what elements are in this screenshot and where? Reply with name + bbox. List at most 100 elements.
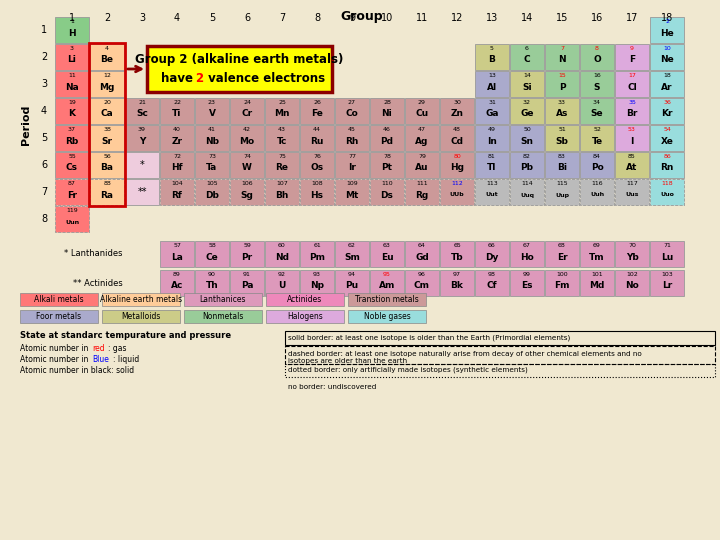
Bar xyxy=(90,71,124,97)
Text: 102: 102 xyxy=(626,272,638,277)
Text: 3: 3 xyxy=(139,13,145,23)
Text: 61: 61 xyxy=(313,243,321,248)
Text: 7: 7 xyxy=(560,46,564,51)
Text: : liquid: : liquid xyxy=(113,355,139,364)
Text: Rf: Rf xyxy=(171,191,182,199)
Text: 9: 9 xyxy=(630,46,634,51)
Text: : gas: : gas xyxy=(108,344,127,353)
Text: As: As xyxy=(556,110,568,118)
Bar xyxy=(195,270,229,296)
Bar xyxy=(160,152,194,178)
Text: V: V xyxy=(209,110,215,118)
Bar xyxy=(195,152,229,178)
Text: Rh: Rh xyxy=(346,137,359,145)
Text: Gd: Gd xyxy=(415,253,429,261)
Text: C: C xyxy=(523,56,531,64)
Bar xyxy=(125,125,159,151)
Text: 4: 4 xyxy=(105,46,109,51)
Text: Bh: Bh xyxy=(275,191,289,199)
Text: 3: 3 xyxy=(41,79,47,89)
Bar xyxy=(440,152,474,178)
Bar xyxy=(335,152,369,178)
Text: Ca: Ca xyxy=(101,110,113,118)
Text: 50: 50 xyxy=(523,127,531,132)
Bar xyxy=(230,125,264,151)
Bar xyxy=(265,125,299,151)
Text: 15: 15 xyxy=(556,13,568,23)
Bar xyxy=(89,43,125,206)
Text: Uuq: Uuq xyxy=(520,192,534,198)
Text: 32: 32 xyxy=(523,100,531,105)
Bar xyxy=(475,179,509,205)
Text: Es: Es xyxy=(521,281,533,291)
Text: Al: Al xyxy=(487,83,497,91)
Bar xyxy=(650,125,684,151)
Bar xyxy=(300,98,334,124)
Text: F: F xyxy=(629,56,635,64)
Bar xyxy=(335,98,369,124)
Bar xyxy=(545,98,579,124)
Text: Te: Te xyxy=(591,137,603,145)
Bar xyxy=(440,98,474,124)
Text: Zr: Zr xyxy=(171,137,182,145)
Text: 16: 16 xyxy=(593,73,601,78)
Text: 114: 114 xyxy=(521,181,533,186)
Bar xyxy=(510,179,544,205)
Text: 25: 25 xyxy=(278,100,286,105)
Text: Pm: Pm xyxy=(309,253,325,261)
Text: Ar: Ar xyxy=(661,83,672,91)
Text: Au: Au xyxy=(415,164,428,172)
Text: 33: 33 xyxy=(558,100,566,105)
Text: 99: 99 xyxy=(523,272,531,277)
Text: Tm: Tm xyxy=(589,253,605,261)
Text: 108: 108 xyxy=(311,181,323,186)
Text: 16: 16 xyxy=(591,13,603,23)
Text: 86: 86 xyxy=(663,154,671,159)
Text: 11: 11 xyxy=(68,73,76,78)
Text: Sb: Sb xyxy=(556,137,568,145)
Text: Noble gases: Noble gases xyxy=(364,312,410,321)
Text: Np: Np xyxy=(310,281,324,291)
Bar xyxy=(335,179,369,205)
Bar xyxy=(285,346,715,364)
Text: 90: 90 xyxy=(208,272,216,277)
Text: Halogens: Halogens xyxy=(287,312,323,321)
Text: 118: 118 xyxy=(661,181,672,186)
Text: Group 2 (alkaline earth metals): Group 2 (alkaline earth metals) xyxy=(135,53,343,66)
Bar xyxy=(160,241,194,267)
Text: W: W xyxy=(242,164,252,172)
Bar xyxy=(285,364,715,377)
Text: 34: 34 xyxy=(593,100,601,105)
Text: Tc: Tc xyxy=(276,137,287,145)
Bar xyxy=(615,152,649,178)
Text: 64: 64 xyxy=(418,243,426,248)
Bar xyxy=(405,179,439,205)
Text: Rn: Rn xyxy=(660,164,674,172)
Bar xyxy=(55,206,89,232)
Text: 37: 37 xyxy=(68,127,76,132)
Bar xyxy=(650,98,684,124)
Text: red: red xyxy=(92,344,104,353)
Text: Atomic number in black: solid: Atomic number in black: solid xyxy=(20,366,134,375)
Text: Cd: Cd xyxy=(451,137,464,145)
Bar xyxy=(335,270,369,296)
Bar xyxy=(405,98,439,124)
Text: 83: 83 xyxy=(558,154,566,159)
Text: U: U xyxy=(279,281,286,291)
Text: Os: Os xyxy=(310,164,323,172)
Text: Cf: Cf xyxy=(487,281,498,291)
Text: S: S xyxy=(594,83,600,91)
Text: 35: 35 xyxy=(628,100,636,105)
Text: Sr: Sr xyxy=(102,137,112,145)
Bar xyxy=(335,241,369,267)
Bar xyxy=(195,125,229,151)
Bar xyxy=(475,152,509,178)
Text: 52: 52 xyxy=(593,127,601,132)
Bar xyxy=(90,44,124,70)
Text: Metalloids: Metalloids xyxy=(121,312,161,321)
Text: Am: Am xyxy=(379,281,395,291)
Text: 1: 1 xyxy=(41,25,47,35)
Bar xyxy=(440,270,474,296)
Text: Lr: Lr xyxy=(662,281,672,291)
Text: 6: 6 xyxy=(41,160,47,170)
